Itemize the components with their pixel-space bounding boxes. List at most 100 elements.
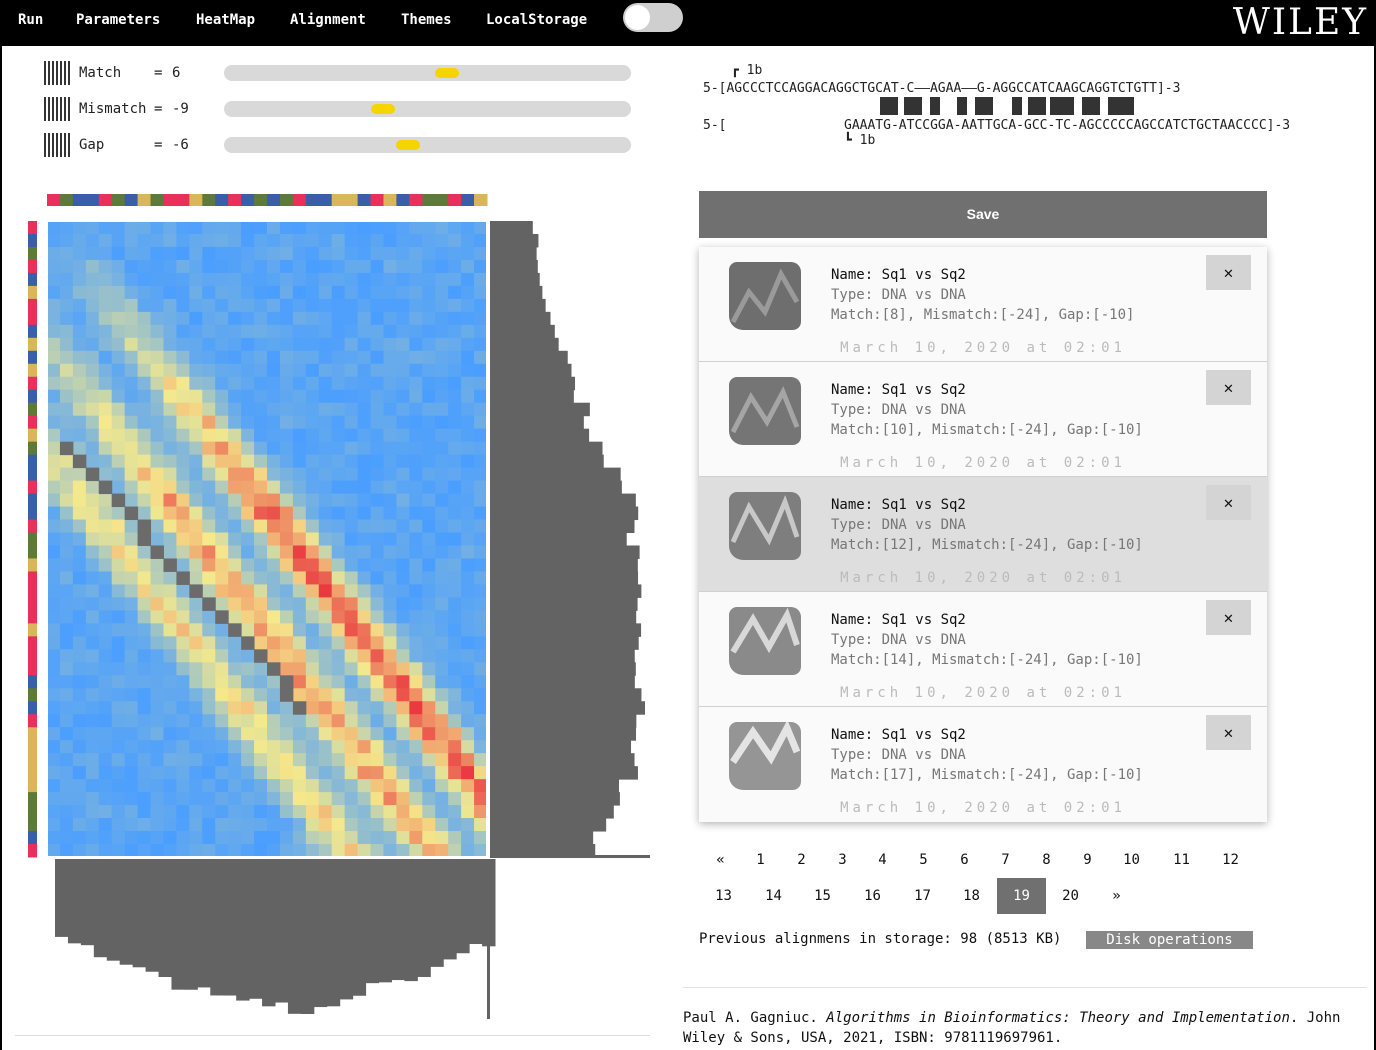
page-link[interactable]: 10 [1123,852,1140,868]
heatmap-cell [370,467,384,482]
nucleotide-cell [28,727,37,741]
heatmap-cell [474,311,488,326]
page-link[interactable]: 4 [878,852,887,868]
heatmap-cell [461,246,475,261]
page-prev[interactable]: « [716,852,725,868]
heatmap-cell [215,221,229,235]
heatmap-cell [318,831,333,845]
page-link[interactable]: 7 [1001,852,1010,868]
drag-handle-icon[interactable] [44,97,70,121]
heatmap-cell [396,376,410,391]
page-link[interactable]: 17 [914,888,931,904]
heatmap-cell [331,350,346,365]
page-link[interactable]: 15 [814,888,831,904]
heatmap-cell [267,441,281,456]
close-icon[interactable]: ✕ [1206,255,1251,290]
page-link[interactable]: 11 [1173,852,1190,868]
saved-item[interactable]: Name: Sq1 vs Sq2 Type: DNA vs DNA Match:… [699,247,1267,362]
heatmap-cell [176,649,190,663]
nucleotide-cell [150,194,164,206]
heatmap-cell [292,324,307,339]
row-histogram-bar [490,402,590,417]
heatmap-cell [72,428,87,443]
close-icon[interactable]: ✕ [1206,485,1251,520]
heatmap-cell [370,740,384,754]
disk-operations-button[interactable]: Disk operations [1086,931,1253,949]
page-link[interactable]: 9 [1083,852,1092,868]
menu-parameters[interactable]: Parameters [76,12,161,28]
heatmap-cell [383,233,397,248]
nucleotide-cell [28,259,37,274]
close-icon[interactable]: ✕ [1206,370,1251,405]
page-link[interactable]: 8 [1042,852,1051,868]
mismatch-slider[interactable] [224,101,631,117]
heatmap-cell [435,688,449,702]
heatmap-cell [461,519,475,534]
heatmap-cell [137,298,152,313]
page-link[interactable]: 2 [797,852,806,868]
heatmap-cell [215,285,229,300]
match-slider[interactable] [224,65,631,81]
close-icon[interactable]: ✕ [1206,600,1251,635]
page-link[interactable]: 14 [765,888,782,904]
close-icon[interactable]: ✕ [1206,715,1251,750]
drag-handle-icon[interactable] [44,133,70,157]
heatmap-cell [189,389,203,404]
heatmap-cell [305,389,320,404]
gap-slider[interactable] [224,137,631,153]
heatmap-cell [435,662,449,676]
heatmap-cell [72,623,87,637]
menu-localstorage[interactable]: LocalStorage [486,12,588,28]
page-link[interactable]: 12 [1222,852,1239,868]
saved-item[interactable]: Name: Sq1 vs Sq2 Type: DNA vs DNA Match:… [699,362,1267,477]
page-link-current[interactable]: 19 [997,878,1046,914]
save-button[interactable]: Save [699,191,1267,238]
slider-thumb[interactable] [371,104,396,114]
heatmap-cell [215,350,229,365]
heatmap-cell [357,259,372,274]
heatmap-cell [396,221,410,235]
heatmap-cell [318,298,333,313]
drag-handle-icon[interactable] [44,61,70,85]
page-link[interactable]: 6 [960,852,969,868]
traceback-cell [241,636,255,650]
heatmap-cell [189,415,203,430]
heatmap-cell [72,558,87,572]
heatmap-cell [396,298,410,313]
heatmap-cell [331,532,346,546]
heatmap-cell [189,688,203,702]
heatmap-cell [47,285,61,300]
column-histogram-bar [443,859,457,960]
slider-thumb[interactable] [396,140,421,150]
page-next[interactable]: » [1112,888,1121,904]
saved-item[interactable]: Name: Sq1 vs Sq2 Type: DNA vs DNA Match:… [699,477,1267,592]
slider-thumb[interactable] [434,68,459,78]
theme-toggle[interactable] [623,3,683,32]
heatmap-cell [150,519,164,534]
heatmap-cell [279,311,294,326]
heatmap-cell [215,311,229,326]
page-link[interactable]: 16 [864,888,881,904]
saved-item[interactable]: Name: Sq1 vs Sq2 Type: DNA vs DNA Match:… [699,707,1267,822]
heatmap-cell [124,221,139,235]
page-link[interactable]: 18 [963,888,980,904]
page-link[interactable]: 5 [919,852,928,868]
page-link[interactable]: 3 [838,852,847,868]
menu-themes[interactable]: Themes [401,12,452,28]
heatmap-cell [202,714,216,728]
menu-alignment[interactable]: Alignment [290,12,366,28]
heatmap-cell [150,272,164,287]
page-link[interactable]: 20 [1062,888,1079,904]
saved-item[interactable]: Name: Sq1 vs Sq2 Type: DNA vs DNA Match:… [699,592,1267,707]
heatmap-cell [241,376,255,391]
heatmap-cell [111,545,126,559]
divider [15,1035,650,1036]
menu-run[interactable]: Run [18,12,44,28]
page-link[interactable]: 13 [715,888,732,904]
page-link[interactable]: 1 [756,852,765,868]
menu-heatmap[interactable]: HeatMap [196,12,256,28]
heatmap-cell [279,285,294,300]
heatmap-cell [85,805,100,819]
heatmap-cell [85,532,100,546]
nucleotide-cell [28,753,37,767]
